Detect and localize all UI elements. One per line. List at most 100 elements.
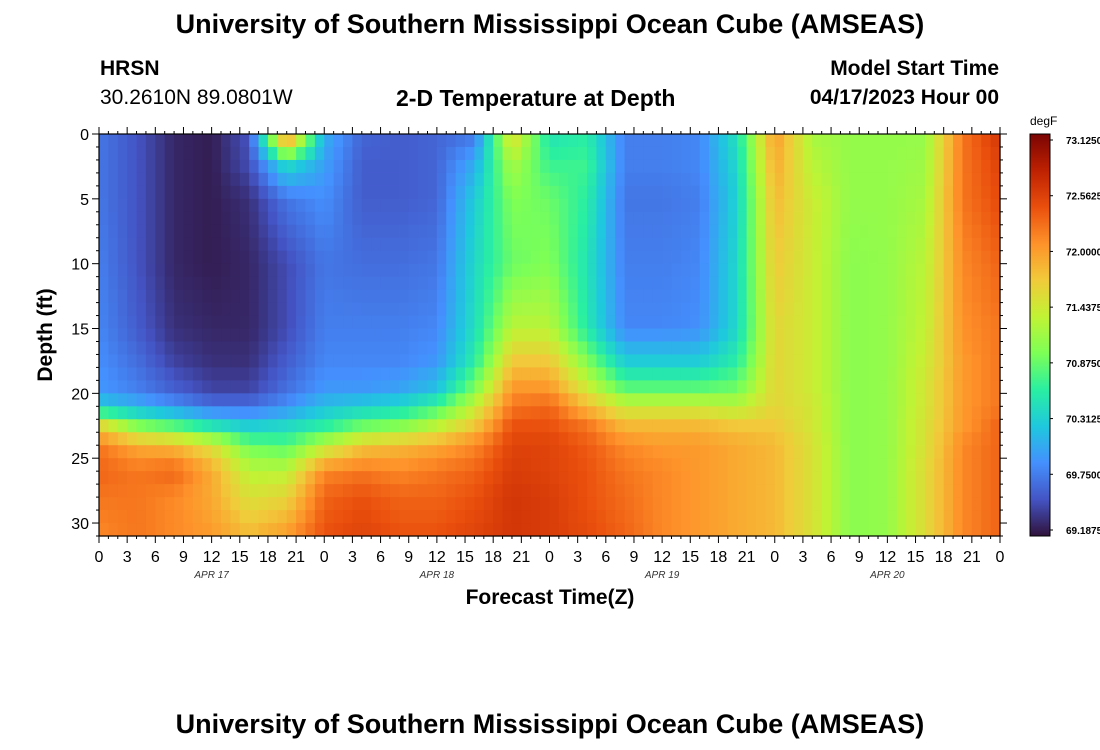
heatmap-cell [343, 289, 354, 304]
heatmap-cell [521, 211, 532, 226]
heatmap-cell [709, 302, 720, 317]
heatmap-cell [718, 289, 729, 304]
heatmap-cell [587, 302, 598, 317]
heatmap-cell [418, 302, 429, 317]
heatmap-cell [174, 432, 185, 446]
heatmap-cell [465, 341, 476, 356]
heatmap-cell [709, 159, 720, 174]
heatmap-cell [99, 134, 109, 148]
heatmap-cell [530, 211, 541, 226]
heatmap-cell [624, 354, 635, 369]
heatmap-cell [821, 523, 832, 537]
colorbar-tick-label: 71.4375 [1066, 303, 1100, 314]
heatmap-cell [690, 341, 701, 356]
heatmap-cell [511, 497, 522, 511]
x-date-label: APR 17 [193, 570, 229, 581]
heatmap-cell [784, 419, 795, 433]
heatmap-cell [277, 523, 288, 537]
heatmap-cell [755, 263, 766, 278]
heatmap-cell [136, 211, 147, 226]
heatmap-cell [371, 406, 382, 420]
heatmap-cell [596, 134, 607, 148]
heatmap-cell [615, 328, 626, 343]
heatmap-cell [314, 341, 325, 356]
heatmap-cell [671, 159, 682, 174]
heatmap-cell [624, 341, 635, 356]
heatmap-cell [633, 510, 644, 524]
heatmap-cell [286, 146, 297, 161]
heatmap-cell [465, 328, 476, 343]
heatmap-cell [465, 289, 476, 304]
heatmap-cell [427, 484, 438, 498]
heatmap-cell [314, 302, 325, 317]
heatmap-cell [352, 237, 363, 252]
heatmap-cell [718, 341, 729, 356]
heatmap-cell [314, 471, 325, 485]
heatmap-cell [343, 367, 354, 381]
heatmap-cell [230, 328, 241, 343]
heatmap-cell [549, 146, 560, 161]
heatmap-cell [333, 289, 344, 304]
heatmap-cell [699, 134, 710, 148]
heatmap-cell [774, 237, 785, 252]
heatmap-cell [239, 367, 250, 381]
x-tick-label: 3 [348, 549, 357, 566]
heatmap-cell [784, 341, 795, 356]
heatmap-cell [737, 367, 748, 381]
heatmap-cell [633, 445, 644, 459]
heatmap-cell [333, 185, 344, 200]
model-start-value: 04/17/2023 Hour 00 [809, 86, 999, 109]
heatmap-cell [333, 237, 344, 252]
heatmap-cell [418, 146, 429, 161]
heatmap-cell [793, 172, 804, 187]
heatmap-cell [145, 172, 156, 187]
heatmap-cell [840, 315, 851, 330]
heatmap-cell [333, 432, 344, 446]
heatmap-cell [108, 211, 119, 226]
heatmap-cell [849, 237, 860, 252]
heatmap-cell [380, 471, 391, 485]
heatmap-cell [643, 471, 654, 485]
heatmap-cell [239, 146, 250, 161]
heatmap-cell [127, 185, 138, 200]
heatmap-cell [436, 458, 447, 472]
heatmap-cell [99, 497, 109, 511]
heatmap-cell [568, 484, 579, 498]
heatmap-cell [211, 432, 222, 446]
heatmap-cell [192, 354, 203, 369]
heatmap-cell [577, 224, 588, 239]
heatmap-cell [605, 134, 616, 148]
heatmap-cell [164, 328, 175, 343]
heatmap-cell [286, 523, 297, 537]
heatmap-cell [624, 198, 635, 213]
heatmap-cell [793, 393, 804, 407]
heatmap-cell [277, 302, 288, 317]
heatmap-cell [164, 367, 175, 381]
heatmap-cell [155, 484, 166, 498]
heatmap-cell [568, 458, 579, 472]
heatmap-cell [596, 406, 607, 420]
heatmap-cell [455, 393, 466, 407]
heatmap-cell [906, 172, 917, 187]
heatmap-cell [990, 198, 1001, 213]
heatmap-cell [671, 367, 682, 381]
heatmap-cell [896, 250, 907, 265]
heatmap-cell [436, 523, 447, 537]
heatmap-cell [633, 134, 644, 148]
heatmap-cell [718, 419, 729, 433]
heatmap-cell [296, 237, 307, 252]
heatmap-cell [755, 406, 766, 420]
heatmap-cell [418, 250, 429, 265]
heatmap-cell [793, 497, 804, 511]
heatmap-cell [267, 159, 278, 174]
heatmap-cell [267, 185, 278, 200]
heatmap-cell [530, 367, 541, 381]
heatmap-cell [709, 263, 720, 278]
heatmap-cell [887, 523, 898, 537]
heatmap-cell [755, 289, 766, 304]
heatmap-cell [418, 263, 429, 278]
heatmap-cell [718, 211, 729, 226]
heatmap-cell [802, 302, 813, 317]
heatmap-cell [765, 341, 776, 356]
heatmap-cell [953, 224, 964, 239]
